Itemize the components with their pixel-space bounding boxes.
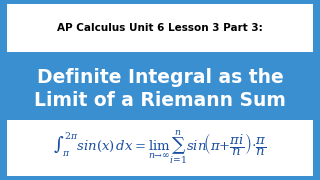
Text: Definite Integral as the: Definite Integral as the — [36, 68, 284, 87]
Bar — [7, 4, 313, 52]
Text: Limit of a Riemann Sum: Limit of a Riemann Sum — [34, 91, 286, 110]
Bar — [7, 120, 313, 176]
Text: $\int_{\pi}^{2\pi} sin(x)\,dx = \lim_{n\to\infty}\sum_{i=1}^{n} sin\!\left(\pi +: $\int_{\pi}^{2\pi} sin(x)\,dx = \lim_{n\… — [53, 129, 267, 167]
Text: AP Calculus Unit 6 Lesson 3 Part 3:: AP Calculus Unit 6 Lesson 3 Part 3: — [57, 23, 263, 33]
Bar — [7, 52, 313, 120]
